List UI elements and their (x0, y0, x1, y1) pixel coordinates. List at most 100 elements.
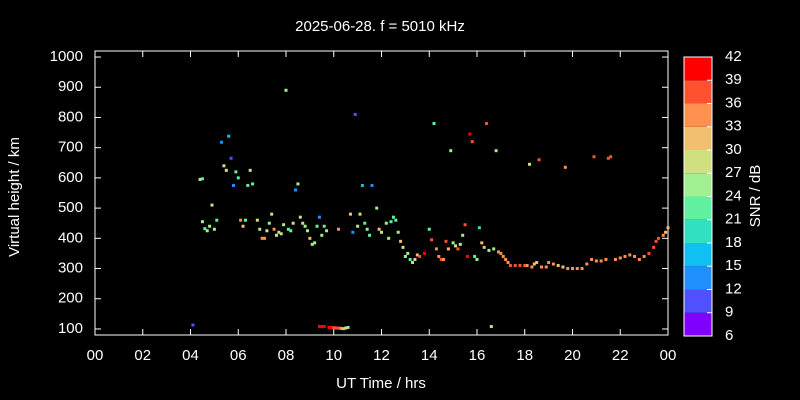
point (661, 233, 665, 237)
point (246, 183, 250, 187)
point (258, 227, 262, 231)
point (551, 262, 555, 266)
x-tick-label: 02 (134, 347, 151, 364)
y-tick-label: 1000 (50, 48, 83, 65)
x-tick-label: 10 (325, 347, 342, 364)
point (456, 247, 460, 251)
point (303, 224, 307, 228)
point (377, 227, 381, 231)
point (485, 122, 489, 126)
point (618, 256, 622, 260)
point (317, 325, 321, 329)
point (305, 229, 309, 233)
y-tick-label: 700 (58, 139, 83, 156)
point (270, 212, 274, 216)
point (599, 259, 603, 263)
point (592, 155, 596, 159)
point (408, 257, 412, 261)
point (492, 247, 496, 251)
point (633, 254, 637, 258)
point (494, 149, 498, 153)
point (320, 325, 324, 329)
point (613, 257, 617, 261)
point (444, 239, 448, 243)
colorbar-tick-label: 39 (725, 71, 742, 88)
point (191, 323, 195, 327)
point (580, 267, 584, 271)
point (224, 168, 228, 172)
point (356, 224, 360, 228)
point (532, 262, 536, 266)
point (590, 257, 594, 261)
point (656, 236, 660, 240)
point (263, 236, 267, 240)
point (198, 177, 202, 181)
point (234, 170, 238, 174)
x-tick-label: 12 (373, 347, 390, 364)
point (664, 230, 668, 234)
point (243, 218, 247, 222)
colorbar-swatch (684, 57, 712, 81)
point (411, 260, 415, 264)
point (341, 327, 345, 331)
point (480, 241, 484, 245)
point (430, 238, 434, 242)
colorbar-tick-label: 42 (725, 48, 742, 65)
chart-title: 2025-06-28. f = 5010 kHz (295, 18, 465, 35)
point (289, 229, 293, 233)
x-tick-label: 18 (516, 347, 533, 364)
point (506, 260, 510, 264)
colorbar-tick-label: 33 (725, 118, 742, 135)
point (434, 247, 438, 251)
point (284, 88, 288, 92)
y-axis-label: Virtual height / km (6, 137, 23, 257)
x-tick-label: 00 (660, 347, 677, 364)
point (470, 140, 474, 144)
point (566, 267, 570, 271)
point (525, 264, 529, 268)
point (251, 182, 255, 186)
point (208, 224, 212, 228)
y-tick-label: 900 (58, 78, 83, 95)
colorbar-label: SNR / dB (747, 165, 764, 228)
point (329, 325, 333, 329)
point (358, 212, 362, 216)
point (272, 227, 276, 231)
point (380, 230, 383, 234)
point (468, 132, 472, 136)
point (556, 264, 560, 268)
point (508, 264, 512, 268)
point (222, 164, 226, 168)
point (449, 149, 453, 153)
point (365, 227, 369, 231)
point (604, 257, 608, 261)
point (647, 251, 651, 255)
point (482, 245, 486, 249)
point (351, 230, 355, 234)
point (363, 221, 367, 225)
point (501, 254, 505, 258)
point (518, 264, 522, 268)
point (415, 253, 419, 257)
y-tick-label: 300 (58, 260, 83, 277)
point (215, 218, 219, 222)
point (322, 325, 326, 329)
point (623, 254, 627, 258)
point (236, 176, 240, 180)
point (401, 245, 405, 249)
point (528, 162, 532, 166)
point (473, 254, 477, 258)
point (337, 227, 341, 231)
point (489, 325, 493, 329)
point (282, 223, 286, 227)
point (606, 156, 610, 160)
point (496, 250, 500, 254)
colorbar-tick-label: 27 (725, 164, 742, 181)
point (652, 245, 656, 249)
colorbar-swatch (684, 312, 712, 336)
point (205, 229, 209, 233)
x-axis-label: UT Time / hrs (336, 375, 426, 392)
point (389, 220, 393, 224)
point (454, 244, 458, 248)
point (241, 224, 245, 228)
